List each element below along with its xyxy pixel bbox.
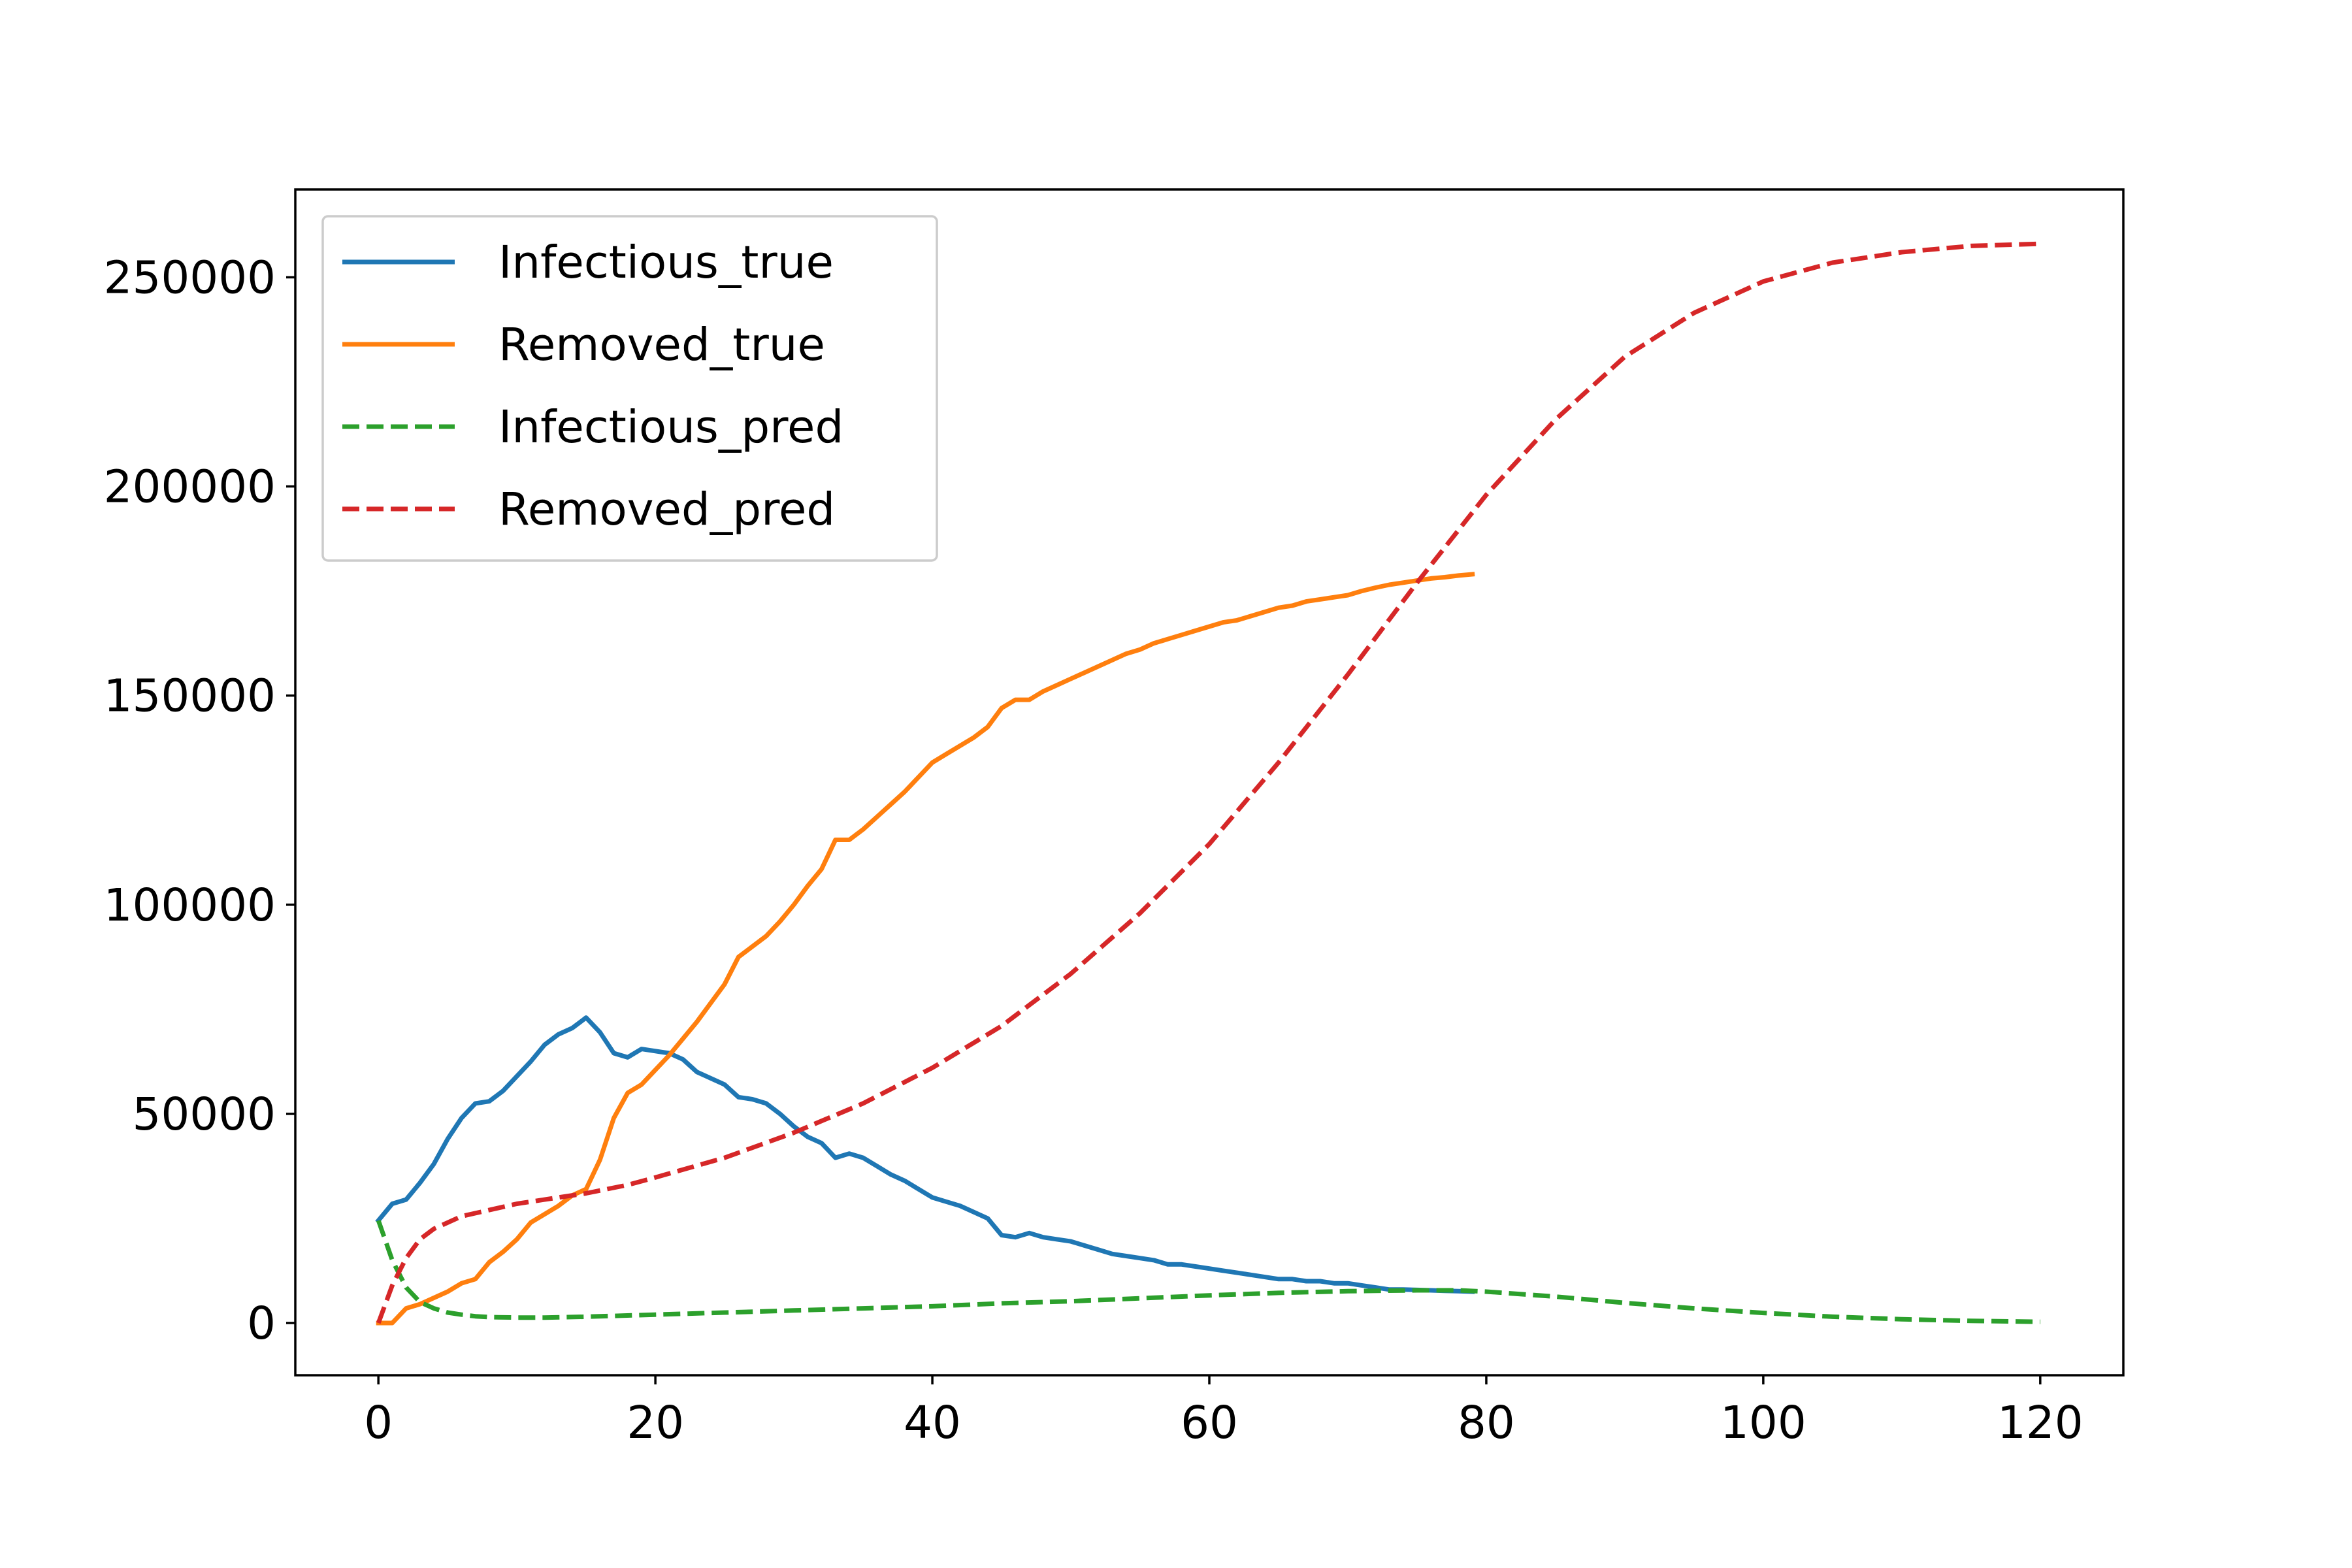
y-axis: 0 50000 100000 150000 200000 250000 bbox=[104, 252, 295, 1350]
series-line-infectious-true bbox=[375, 1015, 1475, 1294]
x-tick-label: 80 bbox=[1458, 1397, 1515, 1449]
series-line-removed-true bbox=[376, 572, 1475, 1326]
series-line-removed-pred bbox=[376, 241, 2040, 1324]
x-tick-label: 60 bbox=[1181, 1397, 1238, 1449]
y-tick-label: 150000 bbox=[104, 670, 276, 723]
x-tick-label: 20 bbox=[627, 1397, 684, 1449]
series-layer bbox=[375, 241, 2040, 1326]
y-tick-label: 200000 bbox=[104, 461, 276, 514]
series-line-infectious-pred bbox=[376, 1219, 2040, 1324]
legend-label: Removed_true bbox=[498, 319, 825, 371]
legend-label: Infectious_pred bbox=[498, 401, 843, 453]
x-tick-label: 40 bbox=[904, 1397, 961, 1449]
y-tick-label: 0 bbox=[247, 1298, 276, 1350]
y-tick-label: 100000 bbox=[104, 879, 276, 932]
legend: Infectious_true Removed_true Infectious_pr… bbox=[321, 215, 938, 562]
legend-box bbox=[321, 215, 938, 562]
y-tick-label: 250000 bbox=[104, 252, 276, 304]
x-tick-label: 120 bbox=[1997, 1397, 2083, 1449]
legend-label: Infectious_true bbox=[498, 237, 834, 289]
x-tick-label: 100 bbox=[1720, 1397, 1806, 1449]
x-tick-label: 0 bbox=[364, 1397, 393, 1449]
x-axis: 0 20 40 60 80 100 120 bbox=[364, 1375, 2083, 1449]
y-tick-label: 50000 bbox=[133, 1088, 276, 1141]
legend-label: Removed_pred bbox=[498, 483, 835, 536]
